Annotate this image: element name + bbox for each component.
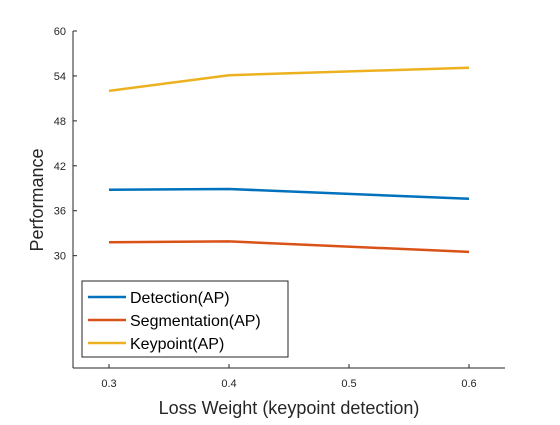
legend-label-1: Segmentation(AP) xyxy=(130,313,261,330)
legend-label-0: Detection(AP) xyxy=(130,290,230,307)
y-tick-label: 48 xyxy=(54,116,66,128)
series-line-1 xyxy=(108,240,470,254)
legend-label-2: Keypoint(AP) xyxy=(130,336,224,353)
x-tick-label: 0.3 xyxy=(101,378,116,390)
y-tick-label: 54 xyxy=(54,71,66,83)
axes xyxy=(72,31,505,369)
x-tick-label: 0.6 xyxy=(461,378,476,390)
x-tick-label: 0.5 xyxy=(341,378,356,390)
ticks: 30 36 42 48 54 60 0.3 0.4 0.5 0.6 xyxy=(54,26,477,390)
y-axis-title: Performance xyxy=(27,148,47,251)
y-tick-label: 36 xyxy=(54,206,66,218)
y-tick-label: 42 xyxy=(54,161,66,173)
series-line-2 xyxy=(108,66,470,93)
series-lines xyxy=(108,66,470,254)
series-line-0 xyxy=(108,187,470,201)
y-tick-label: 60 xyxy=(54,26,66,38)
x-tick-label: 0.4 xyxy=(221,378,236,390)
y-tick-label: 30 xyxy=(54,251,66,263)
x-axis-title: Loss Weight (keypoint detection) xyxy=(159,398,420,418)
legend: Detection(AP) Segmentation(AP) Keypoint(AP… xyxy=(81,280,289,358)
